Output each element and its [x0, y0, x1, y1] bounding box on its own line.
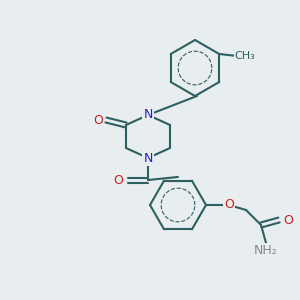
Text: O: O [283, 214, 293, 226]
Text: N: N [143, 109, 153, 122]
Text: N: N [143, 152, 153, 164]
Text: NH₂: NH₂ [254, 244, 278, 257]
Text: O: O [113, 173, 123, 187]
Text: CH₃: CH₃ [235, 51, 256, 61]
Text: O: O [93, 113, 103, 127]
Text: O: O [224, 199, 234, 212]
